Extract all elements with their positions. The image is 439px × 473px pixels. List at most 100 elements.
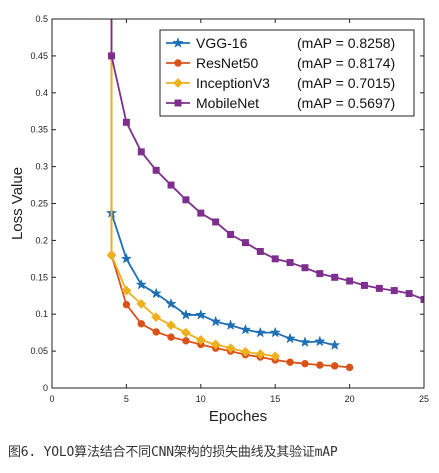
data-point bbox=[182, 337, 190, 345]
y-axis-title: Loss Value bbox=[9, 167, 26, 240]
data-point bbox=[375, 284, 383, 292]
y-tick-label: 0.25 bbox=[30, 199, 48, 209]
series-mobilenet bbox=[108, 19, 424, 303]
data-point bbox=[255, 349, 266, 359]
data-point bbox=[182, 196, 190, 204]
data-point bbox=[360, 281, 368, 289]
data-point bbox=[331, 273, 339, 281]
x-tick-label: 0 bbox=[49, 394, 54, 404]
legend-box bbox=[159, 29, 415, 117]
data-point bbox=[137, 320, 145, 328]
data-point bbox=[329, 339, 341, 351]
legend-marker bbox=[174, 99, 182, 107]
data-point bbox=[106, 250, 117, 261]
legend-marker bbox=[172, 37, 184, 48]
legend-label: VGG-16 bbox=[196, 35, 248, 51]
data-point bbox=[210, 339, 221, 350]
legend-map-label: (mAP = 0.7015) bbox=[297, 75, 395, 91]
data-point bbox=[269, 326, 281, 338]
data-point bbox=[151, 312, 162, 323]
data-point bbox=[108, 52, 116, 60]
data-point bbox=[166, 320, 176, 331]
data-point bbox=[135, 278, 147, 290]
data-point bbox=[225, 343, 236, 354]
y-tick-label: 0.35 bbox=[30, 125, 48, 135]
data-point bbox=[197, 209, 205, 217]
y-tick-label: 0.5 bbox=[35, 14, 48, 24]
x-tick-label: 10 bbox=[196, 394, 206, 404]
legend-entry: InceptionV3 (mAP = 0.7015) bbox=[166, 75, 395, 91]
data-point bbox=[136, 298, 147, 309]
data-point bbox=[420, 295, 424, 303]
data-point bbox=[346, 277, 354, 285]
data-point bbox=[270, 351, 281, 362]
legend-label: ResNet50 bbox=[196, 55, 258, 71]
data-point bbox=[239, 323, 252, 335]
legend-entry: ResNet50 (mAP = 0.8174) bbox=[166, 55, 395, 71]
data-point bbox=[180, 308, 192, 320]
y-tick-label: 0.2 bbox=[35, 235, 48, 245]
data-point bbox=[167, 181, 175, 189]
legend-label: MobileNet bbox=[196, 95, 259, 111]
data-point bbox=[212, 218, 220, 226]
plot-area bbox=[105, 19, 424, 372]
data-point bbox=[271, 255, 279, 263]
legend-label: InceptionV3 bbox=[196, 75, 270, 91]
data-point bbox=[120, 252, 133, 264]
data-point bbox=[301, 264, 309, 272]
data-point bbox=[299, 336, 311, 348]
data-point bbox=[122, 118, 130, 126]
x-axis-title: Epoches bbox=[209, 408, 267, 425]
series-inceptionv3 bbox=[106, 19, 281, 362]
legend-entry: VGG-16 (mAP = 0.8258) bbox=[166, 35, 395, 51]
y-tick-label: 0 bbox=[43, 383, 48, 393]
legend-marker bbox=[173, 78, 183, 88]
y-tick-label: 0.45 bbox=[30, 51, 48, 61]
loss-chart: 0 0.05 0.1 0.15 0.2 0.25 0.3 0.35 0.4 0.45 0.5 0 5 10… bbox=[9, 14, 429, 425]
x-tick-label: 15 bbox=[270, 394, 280, 404]
data-point bbox=[316, 270, 324, 278]
data-point bbox=[286, 259, 294, 267]
data-point bbox=[240, 346, 251, 357]
data-point bbox=[150, 287, 162, 299]
data-point bbox=[165, 297, 177, 309]
data-point bbox=[210, 315, 222, 327]
series-vgg-16 bbox=[105, 19, 341, 351]
axes: 0 0.05 0.1 0.15 0.2 0.25 0.3 0.35 0.4 0.45 0.5 0 5 10… bbox=[9, 14, 429, 425]
data-point bbox=[284, 332, 296, 344]
x-tick-label: 25 bbox=[419, 394, 429, 404]
legend: VGG-16 (mAP = 0.8258) ResNet50 (mAP = 0.817… bbox=[159, 29, 415, 117]
data-point bbox=[122, 300, 131, 309]
y-tick-label: 0.4 bbox=[35, 88, 48, 98]
data-point bbox=[256, 247, 264, 255]
data-point bbox=[390, 287, 398, 295]
legend-marker bbox=[174, 59, 182, 67]
data-point bbox=[181, 327, 191, 338]
data-point bbox=[227, 230, 235, 238]
legend-map-label: (mAP = 0.8258) bbox=[297, 35, 395, 51]
y-tick-label: 0.05 bbox=[30, 346, 48, 356]
data-point bbox=[345, 363, 354, 372]
data-point bbox=[195, 335, 206, 345]
legend-entry: MobileNet (mAP = 0.5697) bbox=[166, 95, 395, 111]
data-point bbox=[316, 361, 324, 369]
data-point bbox=[286, 358, 294, 366]
figure-caption: 图6. YOLO算法结合不同CNN架构的损失曲线及其验证mAP bbox=[8, 445, 338, 460]
x-tick-label: 20 bbox=[345, 394, 355, 404]
data-point bbox=[224, 319, 237, 331]
data-point bbox=[254, 326, 266, 338]
data-point bbox=[241, 239, 249, 247]
legend-map-label: (mAP = 0.5697) bbox=[297, 95, 395, 111]
data-point bbox=[195, 308, 207, 320]
y-tick-label: 0.3 bbox=[35, 162, 48, 172]
legend-map-label: (mAP = 0.8174) bbox=[297, 55, 395, 71]
data-point bbox=[137, 148, 145, 156]
data-point bbox=[167, 333, 175, 341]
data-point bbox=[152, 166, 160, 174]
data-point bbox=[152, 328, 160, 336]
data-point bbox=[301, 359, 309, 368]
data-point bbox=[405, 290, 413, 298]
x-tick-label: 5 bbox=[124, 394, 129, 404]
data-point bbox=[314, 335, 326, 347]
y-tick-label: 0.1 bbox=[35, 309, 48, 319]
